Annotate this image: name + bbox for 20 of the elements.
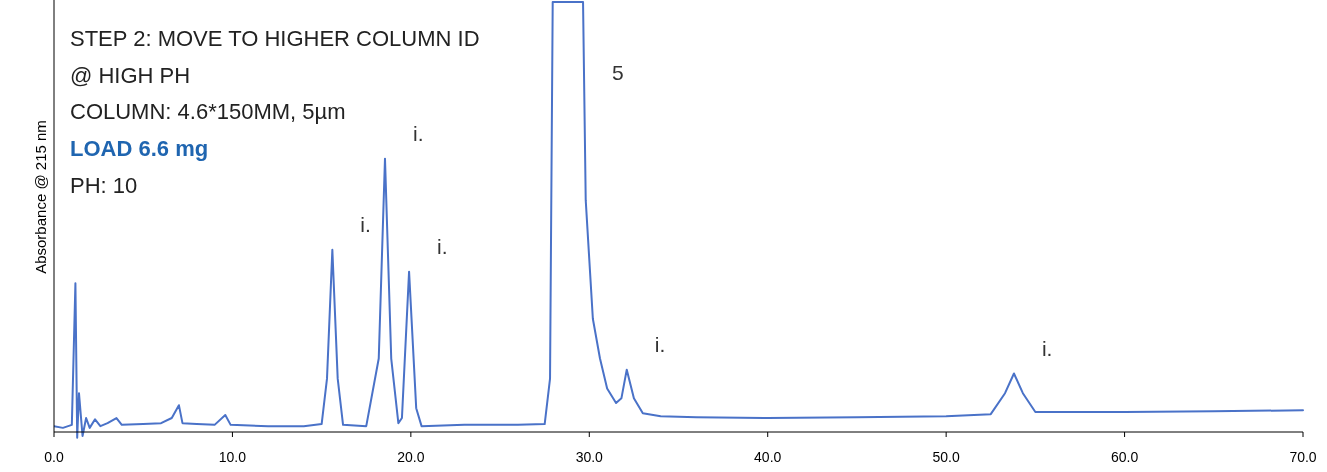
annotation: i. <box>412 121 424 145</box>
annotation: i. <box>360 212 371 236</box>
x-tick-label: 30.0 <box>575 449 604 465</box>
x-tick-label: 10.0 <box>218 449 247 465</box>
x-tick-label: 50.0 <box>932 449 960 465</box>
text: @ HIGH PH <box>70 63 191 88</box>
text: STEP 2: MOVE TO HIGHER COLUMN ID <box>70 26 480 51</box>
annotation: 5 <box>612 61 624 84</box>
annotation: i. <box>654 332 666 356</box>
x-tick-label: 60.0 <box>1110 449 1139 465</box>
x-tick-label: 20.0 <box>397 449 425 465</box>
x-tick-label: 40.0 <box>754 449 782 465</box>
x-tick-label: 70.0 <box>1289 449 1317 465</box>
x-tick-label: 0.0 <box>44 449 64 465</box>
annotation: PH: 10 <box>70 173 138 198</box>
annotation: COLUMN: 4.6*150MM, 5µm <box>70 99 346 124</box>
annotation: i. <box>437 234 448 258</box>
y-axis-title: Absorbance @ 215 nm <box>32 120 49 274</box>
annotation: i. <box>1041 336 1053 360</box>
annotation: LOAD 6.6 mg <box>70 136 209 161</box>
